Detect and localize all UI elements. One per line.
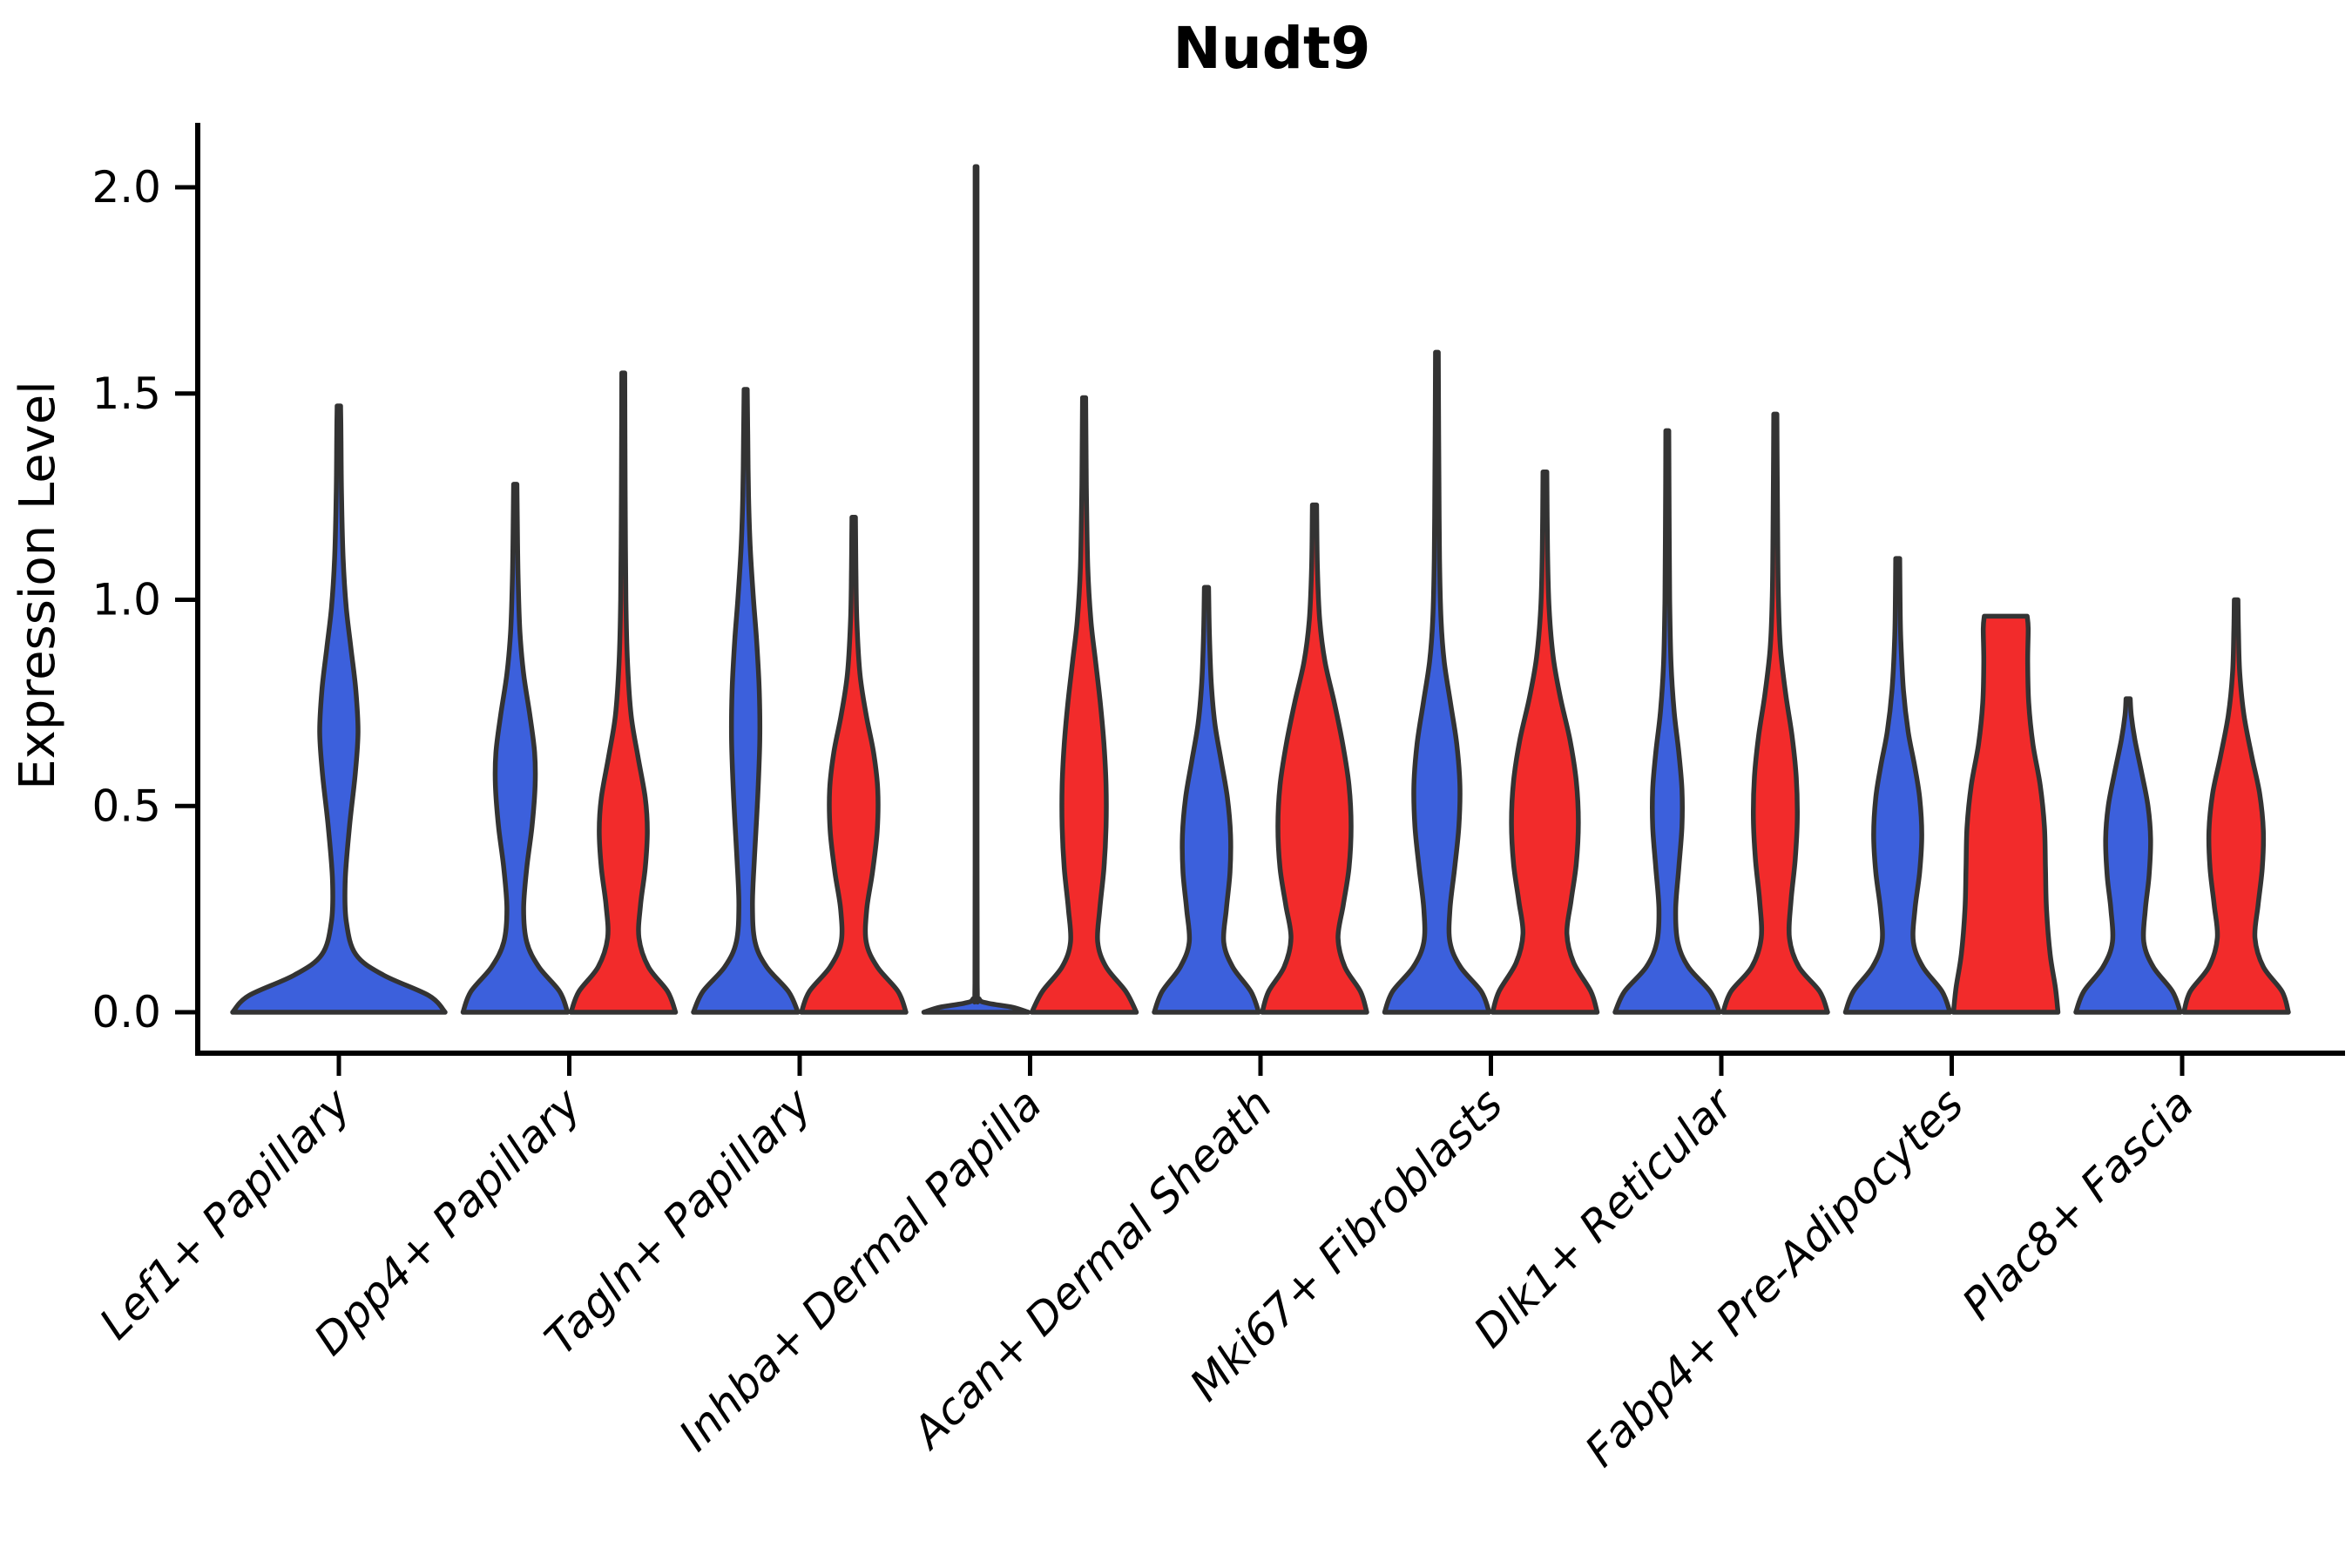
- violin-blue: [2073, 696, 2183, 1015]
- violin-red: [1720, 411, 1830, 1015]
- violin-blue: [230, 403, 448, 1015]
- violin-blue: [1382, 349, 1492, 1015]
- violin-blue: [1842, 556, 1953, 1015]
- x-tick-label: Plac8+ Fascia: [1953, 1078, 2204, 1329]
- y-tick-label: 0.5: [91, 781, 161, 831]
- violin-blue: [691, 387, 801, 1015]
- y-tick-label: 1.5: [91, 368, 161, 419]
- violin-blue: [1612, 428, 1722, 1015]
- violin-layer: [230, 164, 2291, 1015]
- chart-title: Nudt9: [1173, 15, 1371, 82]
- y-tick-label: 2.0: [91, 162, 161, 213]
- x-tick-label: Lef1+ Papillary: [90, 1078, 361, 1348]
- violin-red: [2181, 597, 2291, 1015]
- violin-blue: [460, 482, 571, 1015]
- violin-red: [1260, 502, 1369, 1015]
- x-tick-label: Inhba+ Dermal Papilla: [670, 1078, 1051, 1460]
- violin-red: [799, 515, 909, 1015]
- x-tick-label: Fabp4+ Pre-Adipocytes: [1575, 1078, 1973, 1477]
- y-axis-label: Expression Level: [10, 381, 66, 790]
- violin-blue: [921, 164, 1031, 1015]
- y-tick-label: 0.0: [91, 987, 161, 1037]
- violin-red: [1029, 395, 1139, 1015]
- violin-blue: [1152, 585, 1261, 1015]
- violin-red: [1490, 469, 1600, 1015]
- violin-red: [568, 370, 679, 1015]
- y-tick-label: 1.0: [91, 575, 161, 625]
- violin-red: [1950, 613, 2061, 1015]
